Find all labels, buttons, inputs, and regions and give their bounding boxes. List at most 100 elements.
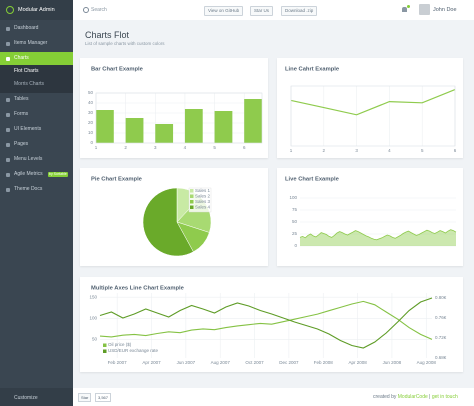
avatar[interactable] [419, 4, 430, 15]
brand-name[interactable]: Modular Admin [18, 7, 55, 13]
legend-label: USD/EUR exchange rate [108, 348, 159, 353]
nav-item[interactable]: Tables [0, 93, 73, 106]
x-tick-label: 4 [184, 145, 187, 150]
y-tick-label: 20 [88, 120, 94, 125]
x-tick-label: 1 [95, 145, 98, 150]
contact-link[interactable]: get in touch [431, 394, 458, 400]
legend-swatch [190, 200, 194, 204]
y-tick-label: 50 [292, 219, 298, 224]
nav-icon [6, 56, 10, 61]
nav-item[interactable]: Charts [0, 52, 73, 65]
nav-item[interactable]: Menu Levels [0, 153, 73, 166]
x-tick-label: 1 [290, 148, 293, 153]
x-tick-label: Oct 2007 [245, 360, 264, 365]
x-tick-label: Apr 2007 [142, 360, 161, 365]
logo [6, 6, 14, 14]
page-title: Charts Flot [85, 30, 130, 40]
chart-title: Live Chart Example [285, 177, 340, 183]
nav-label[interactable]: Theme Docs [14, 186, 43, 192]
card [277, 168, 463, 266]
star-button[interactable]: Star Us [250, 6, 274, 16]
nav-icon [6, 157, 10, 162]
credit-text: created by [373, 394, 397, 400]
nav-label[interactable]: Pages [14, 141, 29, 147]
nav-item[interactable]: UI Elements [0, 123, 73, 136]
bar [244, 99, 262, 143]
nav-label[interactable]: Forms [14, 111, 29, 117]
submenu-item[interactable]: Morris Charts [14, 81, 45, 87]
x-tick-label: Feb 2008 [314, 360, 334, 365]
brand-bar: Modular Admin [0, 0, 73, 20]
nav-label[interactable]: Charts [14, 55, 29, 61]
legend-swatch [103, 343, 107, 347]
x-tick-label: 6 [243, 145, 246, 150]
nav-item[interactable]: Items Manager [0, 37, 73, 50]
legend-swatch [190, 205, 194, 209]
line [99, 297, 433, 349]
nav-item[interactable]: Agile Metrics by Sortable [0, 168, 73, 181]
y-tick-label: 50 [92, 337, 98, 342]
y-tick-label: 150 [89, 294, 97, 299]
bar [155, 124, 174, 143]
nav-icon [6, 127, 10, 132]
customize-label[interactable]: Customize [14, 395, 38, 401]
plot-border [290, 85, 456, 147]
nav-item[interactable]: Forms [0, 108, 73, 121]
bar [184, 109, 203, 143]
nav-label[interactable]: Items Manager [14, 40, 48, 46]
y-tick-label: 50 [88, 90, 94, 95]
customize [0, 388, 73, 406]
legend-box [188, 187, 212, 213]
nav-label[interactable]: Tables [14, 96, 29, 102]
nav-item[interactable]: Pages [0, 138, 73, 151]
nav-icon [6, 41, 10, 46]
star-count: 3,567 [95, 393, 112, 402]
y-tick-label: 0.72€ [435, 335, 447, 340]
y-tick-label: 40 [88, 100, 94, 105]
x-tick-label: Jun 2008 [383, 360, 402, 365]
x-tick-label: Dec 2007 [279, 360, 299, 365]
y-tick-label: 10 [88, 130, 94, 135]
bell-icon[interactable] [402, 7, 407, 12]
x-tick-label: 3 [154, 145, 157, 150]
chart-title: Multiple Axes Line Chart Example [91, 286, 185, 292]
card [277, 58, 463, 158]
legend-label: Sales 4 [195, 205, 211, 210]
y-tick-label: 0.68€ [435, 355, 447, 360]
top-bar: Search View on GitHub Star Us Download .… [73, 0, 474, 20]
nav-label[interactable]: Agile Metrics [14, 171, 43, 177]
nav-icon [6, 172, 10, 177]
download-button[interactable]: Download .zip [281, 6, 318, 16]
nav-label[interactable]: Dashboard [14, 25, 39, 31]
nav-icon [6, 142, 10, 147]
submenu [0, 65, 73, 93]
x-tick-label: Apr 2008 [348, 360, 367, 365]
legend-label: Oil price ($) [108, 342, 132, 347]
nav-item[interactable]: Theme Docs [0, 183, 73, 196]
x-tick-label: 2 [323, 148, 326, 153]
search-input[interactable]: Search [91, 7, 107, 13]
chart-title: Bar Chart Example [91, 67, 144, 73]
y-tick-label: 75 [292, 207, 298, 212]
legend-swatch [103, 349, 107, 353]
nav-label[interactable]: UI Elements [14, 126, 42, 132]
y-tick-label: 0 [294, 243, 297, 248]
legend-swatch [190, 189, 194, 193]
star-badge[interactable]: Star [78, 393, 92, 402]
x-tick-label: 5 [213, 145, 216, 150]
area [300, 229, 456, 246]
nav-label[interactable]: Menu Levels [14, 156, 43, 162]
sidebar: Dashboard Items Manager Charts Tables Forms U… [0, 0, 73, 406]
y-tick-label: 0.80€ [435, 295, 447, 300]
nav-icon [6, 97, 10, 102]
github-button[interactable]: View on GitHub [204, 6, 244, 16]
author-link[interactable]: ModularCode [397, 394, 428, 400]
x-tick-label: 4 [388, 148, 391, 153]
submenu-item[interactable]: Flot Charts [14, 68, 39, 74]
nav-icon [6, 187, 10, 192]
user-name[interactable]: John Doe [433, 7, 457, 13]
nav-item[interactable]: Dashboard [0, 22, 73, 35]
separator: | [429, 394, 431, 400]
